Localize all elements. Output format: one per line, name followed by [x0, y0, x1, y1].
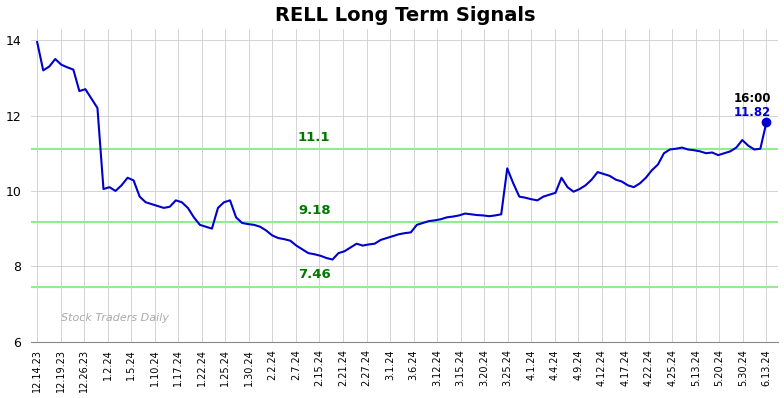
Text: Stock Traders Daily: Stock Traders Daily — [61, 313, 169, 323]
Text: 11.1: 11.1 — [298, 131, 331, 144]
Text: 11.82: 11.82 — [734, 106, 771, 119]
Text: 9.18: 9.18 — [298, 203, 331, 217]
Title: RELL Long Term Signals: RELL Long Term Signals — [274, 6, 535, 25]
Text: 16:00: 16:00 — [734, 92, 771, 105]
Text: 7.46: 7.46 — [298, 268, 331, 281]
